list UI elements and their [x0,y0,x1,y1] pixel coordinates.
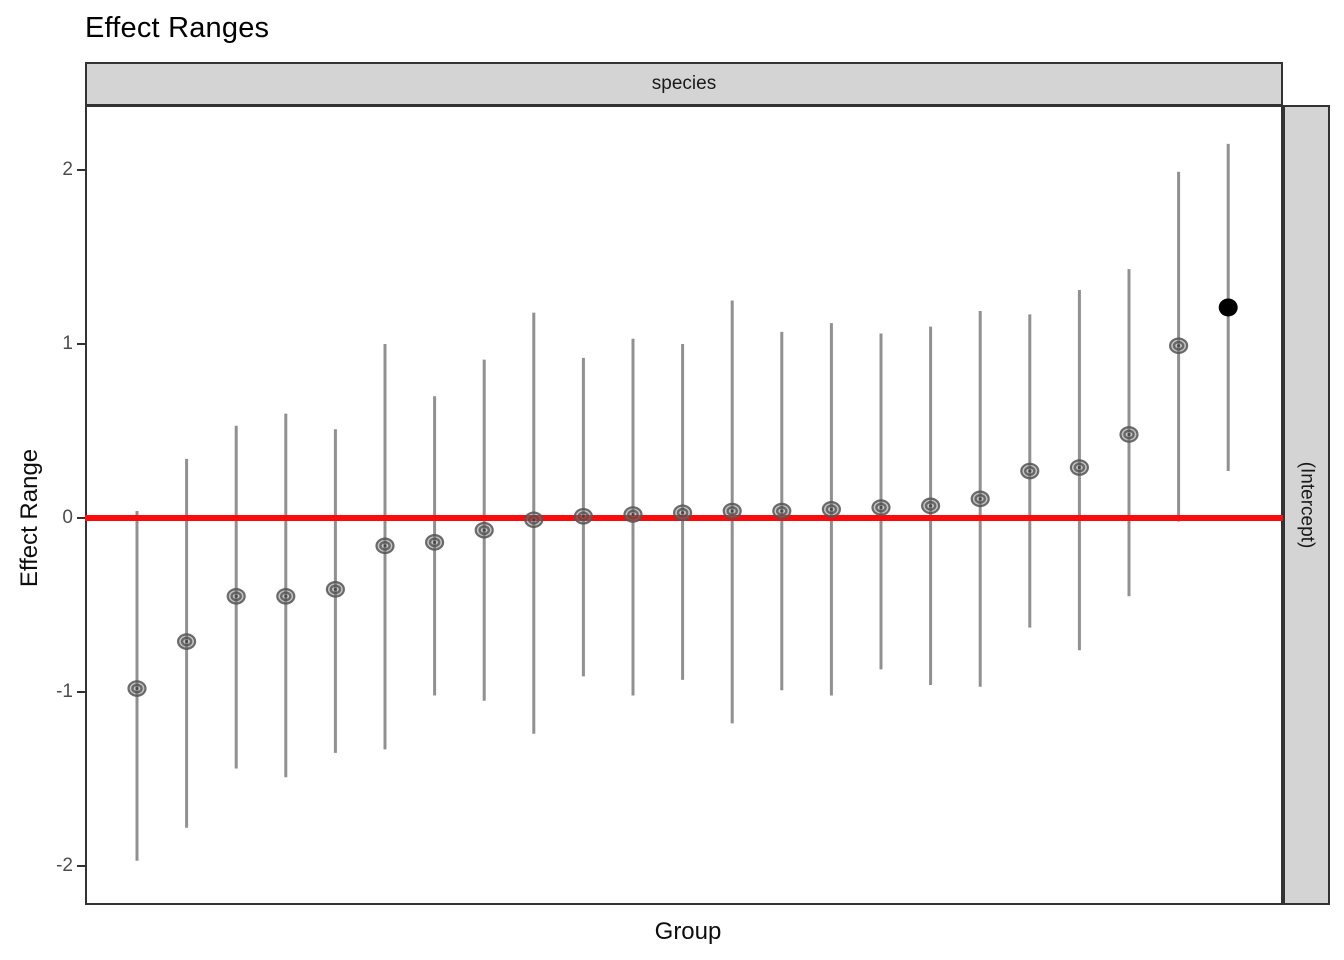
point-inner-ring [527,514,540,525]
point-center-dot [631,513,635,517]
point-inner-ring [924,500,937,511]
point-center-dot [383,544,387,548]
point-center-dot [681,511,685,515]
point-inner-ring [1172,340,1185,351]
point-center-dot [1077,466,1081,470]
point-center-dot [780,509,784,513]
point-center-dot [532,518,536,522]
y-tick-label: -1 [56,681,73,702]
y-tick-label: -2 [56,855,73,876]
point-inner-ring [676,507,689,518]
point-center-dot [433,540,437,544]
point-inner-ring [825,504,838,515]
y-tick-label: 1 [62,333,73,354]
point-inner-ring [627,509,639,520]
point-center-dot [1127,432,1131,436]
point-center-dot [234,594,238,598]
y-tick-label: 0 [62,507,73,528]
point-inner-ring [428,537,441,548]
plot-title: Effect Ranges [85,12,270,44]
y-tick-mark [77,517,85,519]
point-inner-ring [974,493,987,504]
point-inner-ring [279,591,292,602]
facet-strip-right-label: (Intercept) [1296,461,1318,549]
point-center-dot [284,594,288,598]
point-inner-ring [478,525,491,536]
point-inner-ring [577,511,590,522]
point-inner-ring [329,584,342,595]
point-inner-ring [1073,462,1086,473]
point-inner-ring [1024,466,1036,476]
y-tick-mark [77,691,85,693]
point-center-dot [482,528,486,532]
x-axis-title: Group [654,918,722,945]
facet-strip-right: (Intercept) [1283,105,1330,905]
point-center-dot [333,587,337,591]
point-center-dot [929,504,933,508]
point-inner-ring [180,636,193,647]
point-inner-ring [131,683,143,694]
point-inner-ring [776,506,788,516]
point-center-dot [978,497,982,501]
point-center-dot [879,506,883,510]
point-inner-ring [379,540,391,551]
plot-svg [85,143,1283,861]
point-center-dot [135,687,139,691]
point-inner-ring [875,502,887,513]
point-center-dot [1028,469,1032,473]
point-center-dot [581,514,585,518]
point-inner-ring [726,506,739,516]
y-tick-label: 2 [62,159,73,180]
point-center-dot [185,640,189,644]
y-tick-mark [77,169,85,171]
facet-strip-top: species [85,62,1283,106]
point-center-dot [1177,344,1181,348]
point-center-dot [730,509,734,513]
y-tick-mark [77,865,85,867]
point-significant [1218,298,1238,317]
point-inner-ring [230,591,242,602]
point-center-dot [829,507,833,511]
facet-strip-top-label: species [651,73,717,94]
y-tick-mark [77,343,85,345]
point-inner-ring [1123,429,1135,440]
